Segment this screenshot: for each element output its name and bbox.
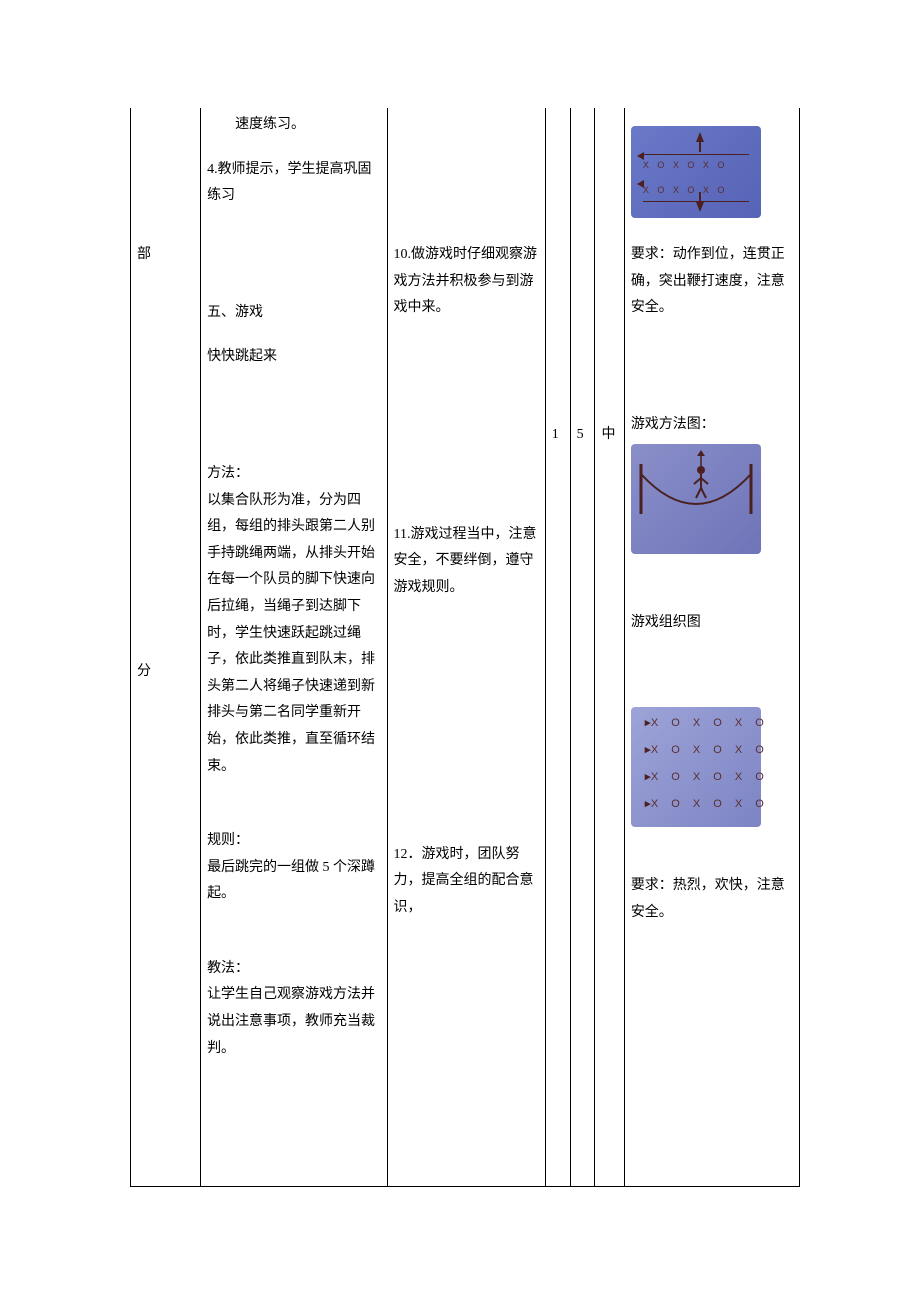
diagram1-row-bot: X O X O X O: [643, 182, 749, 202]
teach-method-body: 让学生自己观察游戏方法并说出注意事项，教师充当裁判。: [207, 982, 380, 1062]
speed-practice: 速度练习。: [207, 112, 380, 139]
rope-svg-icon: [631, 444, 761, 554]
section-char-1: 部: [137, 242, 194, 269]
d3-row-text: X O X O X O: [651, 717, 769, 729]
organization-cell: X O X O X O X O X O X O 要求：动作到位，连贯正确，突出鞭…: [624, 108, 799, 1187]
d3-row-text: X O X O X O: [651, 798, 769, 810]
section-label-cell: 部 分: [131, 108, 201, 1187]
arrow-up-icon: [696, 132, 704, 142]
teacher-hint: 4.教师提示，学生提高巩固练习: [207, 157, 380, 210]
requirement-2: 要求：热烈，欢快，注意安全。: [631, 873, 793, 926]
arrow-down-icon: [696, 202, 704, 212]
game-name: 快快跳起来: [207, 344, 380, 371]
d3-row-text: X O X O X O: [651, 744, 769, 756]
section-5-title: 五、游戏: [207, 300, 380, 327]
teaching-content-cell: 速度练习。 4.教师提示，学生提高巩固练习 五、游戏 快快跳起来 方法： 以集合…: [201, 108, 387, 1187]
student-activity-cell: 10.做游戏时仔细观察游戏方法并积极参与到游戏中来。 11.游戏过程当中，注意安…: [387, 108, 545, 1187]
game-method-caption: 游戏方法图：: [631, 412, 793, 439]
diagram3-row: ▸X O X O X O: [631, 788, 761, 815]
times-cell: 1: [545, 108, 570, 1187]
student-note-12: 12．游戏时，团队努力，提高全组的配合意识，: [394, 842, 539, 922]
d3-row-text: X O X O X O: [651, 771, 769, 783]
rope-diagram: [631, 444, 761, 554]
student-note-11: 11.游戏过程当中，注意安全，不要绊倒，遵守游戏规则。: [394, 522, 539, 602]
diagram3-row: ▸X O X O X O: [631, 761, 761, 788]
intensity-value: 中: [601, 427, 615, 442]
minutes-value: 5: [577, 427, 584, 442]
minutes-cell: 5: [570, 108, 595, 1187]
game-org-caption: 游戏组织图: [631, 610, 793, 637]
times-value: 1: [552, 427, 559, 442]
section-char-2: 分: [137, 659, 194, 686]
rule-body: 最后跳完的一组做 5 个深蹲起。: [207, 855, 380, 908]
rule-label: 规则：: [207, 828, 380, 855]
teach-method-label: 教法：: [207, 956, 380, 983]
formation-diagram-1: X O X O X O X O X O X O: [631, 126, 761, 218]
diagram3-row: ▸X O X O X O: [631, 734, 761, 761]
lesson-table: 部 分 速度练习。 4.教师提示，学生提高巩固练习 五、游戏 快快跳起来 方法：…: [130, 108, 800, 1187]
method-label: 方法：: [207, 461, 380, 488]
intensity-cell: 中: [595, 108, 624, 1187]
page: 部 分 速度练习。 4.教师提示，学生提高巩固练习 五、游戏 快快跳起来 方法：…: [0, 0, 920, 1247]
method-body: 以集合队形为准，分为四组，每组的排头跟第二人别手持跳绳两端，从排头开始在每一个队…: [207, 488, 380, 781]
diagram1-row-top: X O X O X O: [643, 154, 749, 174]
diagram3-row: ▸X O X O X O: [631, 707, 761, 734]
requirement-1: 要求：动作到位，连贯正确，突出鞭打速度，注意安全。: [631, 242, 793, 322]
student-note-10: 10.做游戏时仔细观察游戏方法并积极参与到游戏中来。: [394, 242, 539, 322]
formation-diagram-2: ▸X O X O X O ▸X O X O X O ▸X O X O X O ▸…: [631, 707, 761, 827]
